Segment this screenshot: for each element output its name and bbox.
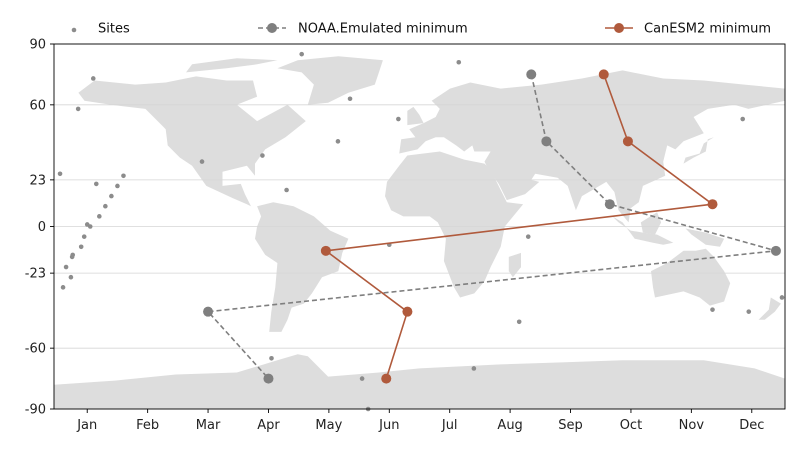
land-borneo — [640, 212, 662, 235]
site-point — [516, 319, 522, 325]
legend: Sites NOAA.Emulated minimum CanESM2 minimu… — [71, 22, 771, 37]
land-eurasia — [399, 70, 785, 223]
land-antarctica — [54, 354, 785, 409]
site-point — [97, 214, 102, 219]
site-point — [109, 193, 114, 199]
site-point — [260, 153, 265, 158]
legend-marker — [71, 27, 77, 33]
site-point — [471, 366, 477, 371]
land-australia — [651, 248, 731, 306]
series-marker — [598, 69, 609, 80]
y-tick-label: 90 — [29, 38, 46, 53]
land-arctic-islands — [186, 58, 278, 73]
land-north-america — [78, 76, 306, 211]
site-point — [70, 252, 76, 258]
site-point — [284, 187, 289, 193]
site-point — [740, 116, 746, 122]
series-marker — [320, 245, 331, 256]
series-noaa-emulated-minimum — [203, 69, 781, 384]
legend-marker — [614, 23, 624, 33]
legend-label: CanESM2 minimum — [644, 22, 771, 37]
land-indonesia — [612, 216, 674, 245]
site-point — [299, 51, 304, 57]
series-line — [323, 74, 715, 379]
y-tick-label: -60 — [25, 342, 46, 357]
series-marker — [541, 136, 552, 147]
land-greenland — [277, 56, 383, 105]
legend-entry: Sites — [71, 22, 130, 37]
series-marker — [707, 199, 718, 210]
y-tick-label: 23 — [29, 173, 46, 188]
x-tick-label: Mar — [196, 418, 221, 433]
site-point — [121, 173, 126, 179]
site-point — [199, 159, 205, 164]
series-sites — [57, 51, 785, 412]
series-marker — [604, 199, 615, 210]
legend-label: Sites — [98, 22, 130, 37]
x-tick-label: Feb — [136, 418, 159, 433]
site-point — [78, 244, 84, 250]
x-tick-label: Apr — [257, 418, 280, 433]
x-tick-label: Jan — [76, 418, 97, 433]
y-tick-label: -90 — [25, 403, 46, 418]
series-marker — [770, 245, 781, 256]
legend-entry: CanESM2 minimum — [605, 22, 771, 37]
series-marker — [381, 373, 392, 384]
x-tick-label: Dec — [739, 418, 764, 433]
site-point — [347, 96, 353, 102]
series-canesm2-minimum — [320, 69, 718, 384]
series-marker — [622, 136, 633, 147]
x-tick-label: Oct — [620, 418, 642, 433]
site-point — [396, 116, 401, 122]
site-point — [779, 295, 785, 300]
site-point — [60, 285, 66, 290]
land-africa — [385, 151, 524, 298]
world-map-background — [54, 56, 785, 409]
x-tick-label: Aug — [497, 418, 522, 433]
series-marker — [263, 373, 274, 384]
series-line — [206, 74, 777, 380]
land-japan — [683, 137, 714, 164]
x-tick-label: Sep — [558, 418, 583, 433]
land-new-zealand — [758, 297, 781, 320]
series-marker — [203, 306, 214, 317]
site-point — [456, 59, 462, 65]
land-new-guinea — [685, 228, 725, 247]
site-point — [63, 264, 69, 270]
site-point — [269, 356, 274, 361]
site-point — [746, 309, 752, 314]
land-britain — [407, 106, 424, 126]
site-point — [68, 274, 74, 280]
series-marker — [402, 306, 413, 317]
site-point — [87, 224, 93, 229]
x-tick-label: May — [315, 418, 342, 433]
site-point — [57, 171, 63, 177]
site-point — [710, 307, 715, 312]
legend-entry: NOAA.Emulated minimum — [258, 22, 468, 37]
x-tick-label: Jul — [441, 418, 458, 433]
site-point — [93, 181, 99, 187]
site-point — [525, 234, 531, 239]
y-tick-label: 60 — [29, 98, 46, 113]
land-madagascar — [508, 252, 521, 278]
x-tick-label: Nov — [679, 418, 705, 433]
series-marker — [526, 69, 537, 80]
site-point — [359, 376, 365, 381]
x-tick-label: Jun — [378, 418, 399, 433]
legend-marker — [267, 23, 277, 33]
y-tick-label: 0 — [38, 220, 46, 235]
site-point — [115, 183, 120, 189]
axes: 90 60 23 0 -23 -60 -90 Jan Feb Mar Apr May Jun Jul Aug… — [25, 38, 786, 433]
site-point — [90, 76, 96, 81]
y-tick-label: -23 — [25, 267, 46, 282]
site-point — [81, 234, 87, 239]
site-point — [103, 203, 108, 209]
site-point — [335, 139, 341, 144]
series-layer — [57, 51, 785, 412]
land-south-america — [255, 202, 349, 332]
site-point — [75, 106, 81, 112]
legend-label: NOAA.Emulated minimum — [298, 22, 468, 37]
